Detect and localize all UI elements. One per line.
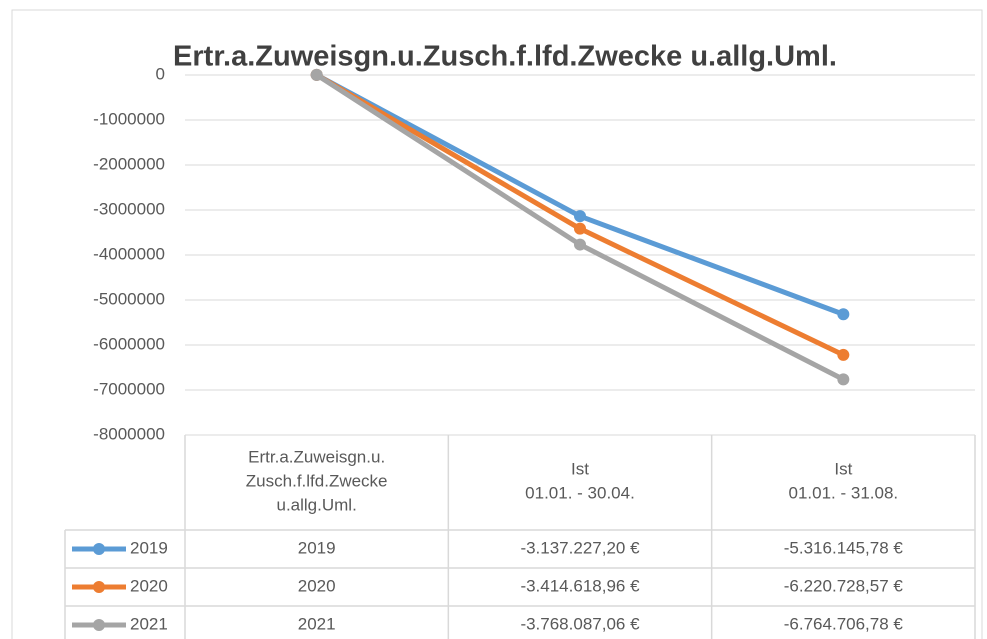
data-point <box>574 238 586 251</box>
legend-marker <box>93 543 105 555</box>
table-header: Ist 01.01. - 31.08. <box>789 460 899 503</box>
y-tick-label: -5000000 <box>93 289 165 308</box>
y-tick-label: -1000000 <box>93 109 165 128</box>
y-tick-label: -4000000 <box>93 244 165 263</box>
data-point <box>574 210 586 223</box>
legend-label: 2021 <box>130 614 168 633</box>
table-cell: 2021 <box>298 614 336 633</box>
y-tick-label: -8000000 <box>93 424 165 443</box>
table-cell: -5.316.145,78 € <box>784 538 904 557</box>
table-cell: -6.220.728,57 € <box>784 576 904 595</box>
y-tick-label: -6000000 <box>93 334 165 353</box>
table-header: Ist 01.01. - 30.04. <box>525 460 635 503</box>
legend-label: 2020 <box>130 576 168 595</box>
chart-title: Ertr.a.Zuweisgn.u.Zusch.f.lfd.Zwecke u.a… <box>173 41 837 73</box>
y-tick-label: -3000000 <box>93 199 165 218</box>
table-cell: -3.137.227,20 € <box>520 538 640 557</box>
data-point <box>574 222 586 235</box>
data-point <box>837 308 850 321</box>
data-point <box>310 68 323 81</box>
y-tick-label: -7000000 <box>93 379 165 398</box>
table-cell: 2019 <box>298 538 336 557</box>
table-cell: -3.414.618,96 € <box>520 576 640 595</box>
data-point <box>837 348 850 361</box>
legend-marker <box>93 619 105 631</box>
table-cell: 2020 <box>298 576 336 595</box>
table-header: Ertr.a.Zuweisgn.u. Zusch.f.lfd.Zwecke u.al… <box>246 448 388 515</box>
data-point <box>837 373 850 386</box>
table-cell: -6.764.706,78 € <box>784 614 904 633</box>
y-tick-label: -2000000 <box>93 154 165 173</box>
legend-marker <box>93 581 105 593</box>
chart-frame <box>11 9 983 639</box>
legend-label: 2019 <box>130 538 168 557</box>
y-tick-label: 0 <box>156 64 165 83</box>
table-cell: -3.768.087,06 € <box>520 614 640 633</box>
